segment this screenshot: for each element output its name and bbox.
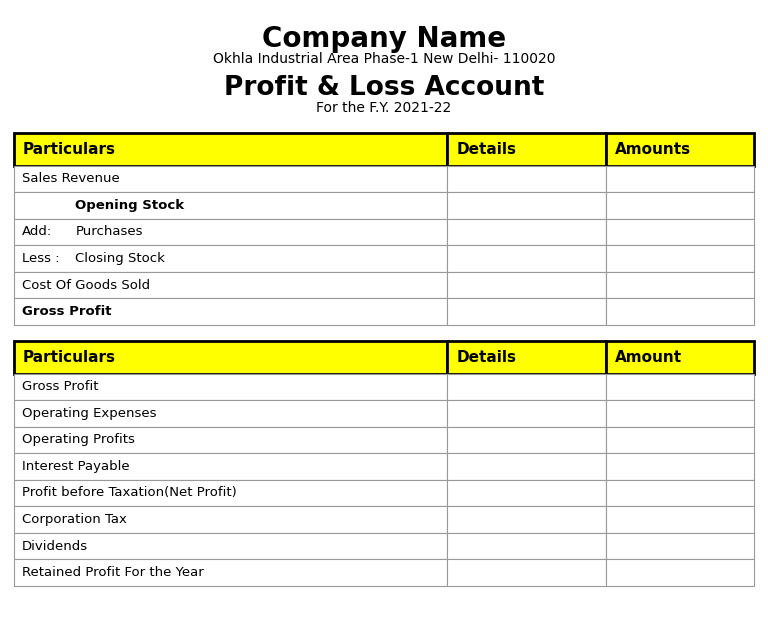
- Text: Add:: Add:: [22, 226, 51, 238]
- Text: Gross Profit: Gross Profit: [22, 380, 98, 393]
- Text: Opening Stock: Opening Stock: [75, 199, 184, 212]
- Text: Particulars: Particulars: [23, 142, 116, 157]
- Text: Corporation Tax: Corporation Tax: [22, 513, 127, 526]
- Text: Cost Of Goods Sold: Cost Of Goods Sold: [22, 279, 150, 291]
- Text: Closing Stock: Closing Stock: [75, 252, 165, 265]
- Text: Less :: Less :: [22, 252, 59, 265]
- Text: Dividends: Dividends: [22, 540, 88, 552]
- Text: Interest Payable: Interest Payable: [22, 460, 129, 473]
- Text: Retained Profit For the Year: Retained Profit For the Year: [22, 566, 204, 579]
- Text: Gross Profit: Gross Profit: [22, 305, 111, 318]
- Text: Profit & Loss Account: Profit & Loss Account: [223, 75, 545, 100]
- Text: For the F.Y. 2021-22: For the F.Y. 2021-22: [316, 101, 452, 115]
- Text: Purchases: Purchases: [75, 226, 143, 238]
- Text: Profit before Taxation(Net Profit): Profit before Taxation(Net Profit): [22, 487, 237, 499]
- Text: Details: Details: [456, 142, 516, 157]
- Text: Okhla Industrial Area Phase-1 New Delhi- 110020: Okhla Industrial Area Phase-1 New Delhi-…: [213, 52, 555, 66]
- Text: Particulars: Particulars: [23, 349, 116, 365]
- Text: Operating Expenses: Operating Expenses: [22, 407, 156, 420]
- Text: Amount: Amount: [615, 349, 683, 365]
- Text: Operating Profits: Operating Profits: [22, 434, 134, 446]
- Text: Details: Details: [456, 349, 516, 365]
- Text: Sales Revenue: Sales Revenue: [22, 173, 119, 185]
- Text: Company Name: Company Name: [262, 25, 506, 53]
- Text: Amounts: Amounts: [615, 142, 691, 157]
